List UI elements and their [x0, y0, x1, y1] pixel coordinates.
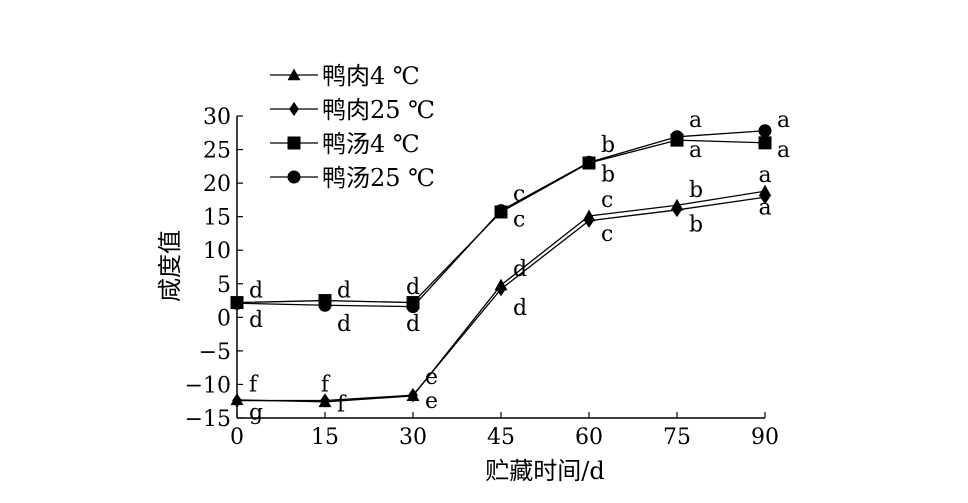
significance-letter: b	[689, 213, 703, 238]
legend-item: 鸭汤4 ℃	[270, 130, 420, 158]
significance-letter: a	[758, 195, 771, 220]
x-tick-label: 15	[311, 425, 339, 450]
y-tick-label: 5	[217, 273, 231, 298]
significance-letter: d	[337, 278, 351, 303]
significance-letter: a	[758, 163, 771, 188]
y-tick-label: 25	[203, 139, 231, 164]
series-1	[232, 190, 770, 408]
data-point	[760, 190, 770, 205]
significance-letter: a	[689, 108, 702, 133]
series-layer	[230, 124, 772, 408]
significance-letter: d	[406, 312, 420, 337]
legend-item: 鸭肉25 ℃	[270, 96, 435, 124]
series-line	[237, 196, 766, 402]
y-tick-label: 0	[217, 306, 231, 331]
x-tick-label: 75	[663, 425, 691, 450]
significance-letter: b	[601, 162, 615, 187]
significance-letter: c	[601, 188, 613, 213]
legend-marker	[287, 170, 301, 184]
series-3	[230, 124, 772, 314]
significance-letter: d	[406, 275, 420, 300]
data-point	[758, 124, 772, 138]
significance-letter: d	[513, 296, 527, 321]
legend-label: 鸭肉4 ℃	[322, 62, 420, 90]
significance-letter: d	[249, 278, 263, 303]
significance-letter: f	[249, 372, 259, 397]
significance-letter: f	[321, 372, 331, 397]
data-point	[494, 204, 508, 218]
y-tick-label: −5	[199, 340, 231, 365]
data-point	[672, 202, 682, 218]
significance-letter: c	[601, 222, 613, 247]
significance-letter: c	[513, 182, 525, 207]
data-point	[582, 155, 596, 169]
data-point	[406, 300, 420, 314]
legend-marker	[287, 136, 301, 150]
y-tick-label: 15	[203, 206, 231, 231]
legend-item: 鸭肉4 ℃	[270, 62, 420, 90]
y-tick-label: −10	[185, 373, 231, 398]
data-point	[232, 393, 242, 408]
x-tick-label: 90	[751, 425, 779, 450]
significance-letter: d	[249, 308, 263, 333]
data-point	[758, 136, 772, 150]
data-point	[670, 130, 684, 144]
y-axis-title: 咸度值	[156, 230, 184, 302]
significance-letter: a	[777, 138, 790, 163]
significance-letter: g	[249, 401, 263, 426]
legend-label: 鸭肉25 ℃	[322, 96, 435, 124]
y-tick-label: −15	[185, 407, 231, 432]
series-line	[236, 139, 766, 304]
data-point	[408, 388, 418, 403]
series-line	[236, 190, 766, 403]
axes: −15 −10 −5 0 5 10 15 20 25 30 0 15 30 45 60 75 90	[185, 105, 779, 450]
significance-letter: f	[337, 393, 347, 418]
data-point	[318, 298, 332, 312]
data-point	[320, 393, 330, 408]
significance-letter: d	[337, 312, 351, 337]
legend-label: 鸭汤4 ℃	[322, 130, 420, 158]
x-tick-label: 30	[399, 425, 427, 450]
significance-letter: a	[689, 138, 702, 163]
legend-item: 鸭汤25 ℃	[270, 164, 435, 192]
significance-letter: b	[601, 133, 615, 158]
data-point	[584, 213, 594, 228]
legend-marker	[289, 101, 299, 117]
significance-letter: c	[513, 207, 525, 232]
legend-marker	[287, 68, 301, 81]
x-axis-title: 贮藏时间/d	[485, 457, 604, 485]
y-tick-label: 10	[203, 239, 231, 264]
significance-letter: e	[425, 365, 438, 390]
legend: 鸭肉4 ℃ 鸭肉25 ℃ 鸭汤4 ℃ 鸭汤25 ℃	[270, 62, 435, 192]
x-tick-label: 0	[230, 425, 244, 450]
y-tick-label: 20	[203, 172, 231, 197]
x-tick-label: 45	[487, 425, 515, 450]
significance-letter: a	[777, 108, 790, 133]
data-point	[230, 296, 244, 310]
significance-letter: b	[689, 178, 703, 203]
significance-letter: e	[425, 389, 438, 414]
y-tick-label: 30	[203, 105, 231, 130]
significance-letter: d	[513, 257, 527, 282]
data-point	[496, 281, 506, 297]
x-tick-label: 60	[575, 425, 603, 450]
legend-label: 鸭汤25 ℃	[322, 164, 435, 192]
